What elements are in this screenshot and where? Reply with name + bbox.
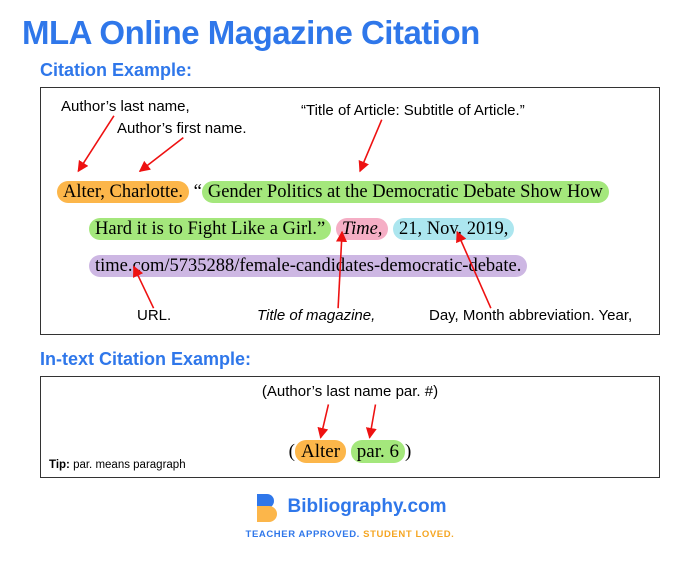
part-date: 21, Nov. 2019, (393, 218, 514, 240)
intext-paren-close: ) (405, 441, 411, 462)
anno-author-last: Author’s last name, (61, 98, 190, 115)
section-heading-intext: In-text Citation Example: (40, 349, 678, 370)
tip-label: Tip: (49, 459, 70, 471)
part-title-1: Gender Politics at the Democratic Debate… (202, 181, 609, 203)
anno-magazine: Title of magazine, (257, 307, 375, 324)
brand-name: Bibliography.com (287, 496, 446, 518)
tagline-b: STUDENT LOVED. (360, 529, 455, 540)
tagline: TEACHER APPROVED. STUDENT LOVED. (22, 529, 678, 540)
intext-label: (Author’s last name par. #) (41, 383, 659, 400)
open-quote: “ (194, 182, 202, 202)
tip: Tip: par. means paragraph (49, 459, 186, 471)
anno-author-first: Author’s first name. (117, 120, 247, 137)
anno-url: URL. (137, 307, 171, 324)
logo-icon (253, 492, 279, 522)
page-title: MLA Online Magazine Citation (22, 14, 678, 52)
intext-author: Alter (295, 440, 346, 463)
anno-date: Day, Month abbreviation. Year, (429, 307, 632, 324)
anno-article-title: “Title of Article: Subtitle of Article.” (301, 102, 525, 119)
intext-par: par. 6 (351, 440, 405, 463)
intext-example-panel: (Author’s last name par. #) (Alter par. … (40, 376, 660, 478)
footer: Bibliography.com TEACHER APPROVED. STUDE… (22, 492, 678, 540)
part-title-2: Hard it is to Fight Like a Girl.” (89, 218, 331, 240)
citation-example-panel: Author’s last name, Author’s first name.… (40, 87, 660, 335)
tagline-a: TEACHER APPROVED. (246, 529, 360, 540)
part-url: time.com/5735288/female-candidates-democ… (89, 255, 527, 277)
part-author: Alter, Charlotte. (57, 181, 189, 203)
tip-text: par. means paragraph (70, 459, 186, 471)
part-magazine: Time, (336, 218, 389, 240)
section-heading-citation: Citation Example: (40, 60, 678, 81)
citation-text: Alter, Charlotte. “Gender Politics at th… (57, 174, 643, 285)
